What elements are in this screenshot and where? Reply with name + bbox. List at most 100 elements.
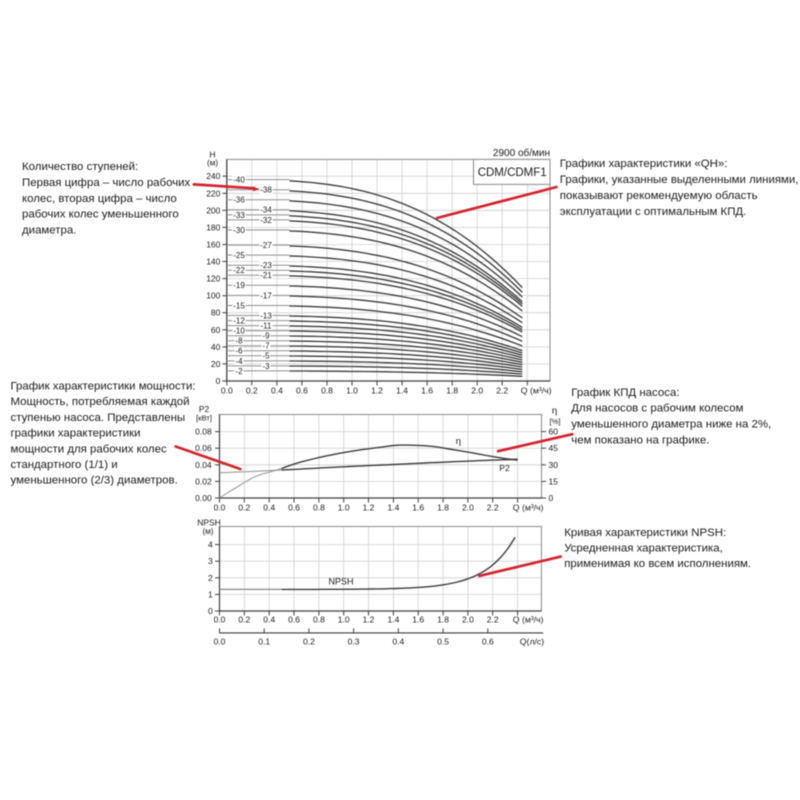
- svg-text:100: 100: [206, 291, 220, 301]
- svg-text:1.8: 1.8: [437, 503, 449, 513]
- svg-text:0.6: 0.6: [482, 637, 494, 647]
- svg-text:0.6: 0.6: [288, 503, 300, 513]
- svg-text:-4: -4: [235, 357, 243, 366]
- svg-text:0.8: 0.8: [321, 385, 333, 395]
- svg-text:0.6: 0.6: [296, 385, 308, 395]
- svg-text:80: 80: [211, 308, 221, 318]
- svg-text:2.0: 2.0: [462, 614, 474, 624]
- svg-text:0: 0: [216, 376, 221, 386]
- svg-text:1: 1: [208, 589, 213, 599]
- svg-text:0.08: 0.08: [195, 427, 212, 437]
- svg-text:Графики характеристики «QH»:: Графики характеристики «QH»:: [560, 158, 728, 170]
- svg-text:0.8: 0.8: [313, 503, 325, 513]
- svg-text:0.2: 0.2: [246, 385, 258, 395]
- svg-text:-38: -38: [260, 186, 272, 195]
- svg-text:0.4: 0.4: [392, 637, 404, 647]
- svg-text:1.0: 1.0: [338, 503, 350, 513]
- svg-text:-8: -8: [235, 337, 243, 346]
- svg-text:4: 4: [208, 540, 213, 550]
- svg-text:30: 30: [549, 460, 559, 470]
- svg-text:-21: -21: [260, 271, 272, 280]
- svg-text:Мощность, потребляемая каждой: Мощность, потребляемая каждой: [11, 396, 190, 408]
- svg-text:колес, вторая цифра – число: колес, вторая цифра – число: [22, 193, 177, 205]
- svg-text:График характеристики мощности: График характеристики мощности:: [11, 381, 196, 393]
- svg-text:-13: -13: [260, 311, 272, 320]
- svg-text:-34: -34: [260, 206, 272, 215]
- svg-text:120: 120: [206, 274, 220, 284]
- svg-text:1.0: 1.0: [338, 614, 350, 624]
- svg-text:-5: -5: [262, 352, 270, 361]
- svg-text:0.6: 0.6: [288, 614, 300, 624]
- svg-text:-23: -23: [260, 261, 272, 270]
- svg-text:0.04: 0.04: [195, 460, 212, 470]
- svg-text:применимая ко всем исполнениям: применимая ко всем исполнениям.: [564, 558, 751, 570]
- svg-text:2.2: 2.2: [487, 503, 499, 513]
- svg-text:-6: -6: [235, 347, 243, 356]
- svg-text:-30: -30: [233, 226, 245, 235]
- svg-text:-2: -2: [235, 367, 243, 376]
- svg-text:0.3: 0.3: [348, 637, 360, 647]
- svg-text:0.0: 0.0: [221, 385, 233, 395]
- svg-text:чем показано на графике.: чем показано на графике.: [571, 434, 709, 446]
- svg-text:(м): (м): [207, 158, 218, 167]
- svg-text:0.4: 0.4: [263, 503, 275, 513]
- svg-text:0: 0: [208, 606, 213, 616]
- svg-text:-40: -40: [233, 176, 245, 185]
- svg-text:2.0: 2.0: [462, 503, 474, 513]
- svg-text:0.0: 0.0: [214, 503, 226, 513]
- svg-text:-3: -3: [262, 362, 270, 371]
- svg-text:0.1: 0.1: [258, 637, 270, 647]
- svg-text:2.2: 2.2: [487, 614, 499, 624]
- svg-text:2.0: 2.0: [471, 385, 483, 395]
- svg-text:0.00: 0.00: [195, 493, 212, 503]
- svg-text:3: 3: [208, 556, 213, 566]
- svg-text:60: 60: [211, 325, 221, 335]
- svg-text:40: 40: [211, 342, 221, 352]
- svg-text:ступенью насоса. Представлены: ступенью насоса. Представлены: [11, 412, 186, 424]
- svg-text:1.4: 1.4: [387, 614, 399, 624]
- svg-text:Q (м³/ч): Q (м³/ч): [521, 385, 552, 395]
- svg-text:0.06: 0.06: [195, 443, 212, 453]
- svg-text:60: 60: [549, 427, 559, 437]
- svg-text:1.2: 1.2: [363, 503, 375, 513]
- svg-text:1.4: 1.4: [396, 385, 408, 395]
- svg-text:1.8: 1.8: [437, 614, 449, 624]
- svg-text:140: 140: [206, 257, 220, 267]
- svg-text:0.0: 0.0: [214, 614, 226, 624]
- svg-text:0.2: 0.2: [238, 614, 250, 624]
- svg-text:-11: -11: [261, 322, 273, 331]
- svg-text:1.6: 1.6: [412, 503, 424, 513]
- svg-text:1.8: 1.8: [446, 385, 458, 395]
- svg-text:Количество ступеней:: Количество ступеней:: [22, 161, 138, 173]
- svg-text:эксплуатации с оптимальным КПД: эксплуатации с оптимальным КПД.: [560, 206, 747, 218]
- svg-text:-19: -19: [233, 281, 245, 290]
- svg-text:0.5: 0.5: [437, 637, 449, 647]
- svg-text:1.6: 1.6: [412, 614, 424, 624]
- svg-text:Q(л/с): Q(л/с): [520, 637, 544, 647]
- svg-text:Q (м³/ч): Q (м³/ч): [513, 614, 544, 624]
- svg-text:15: 15: [549, 476, 559, 486]
- svg-text:Q (м³/ч): Q (м³/ч): [513, 503, 544, 513]
- svg-text:180: 180: [206, 222, 220, 232]
- svg-text:0.0: 0.0: [214, 637, 226, 647]
- svg-text:20: 20: [211, 359, 221, 369]
- svg-text:-33: -33: [233, 211, 245, 220]
- svg-text:-10: -10: [233, 327, 245, 336]
- svg-text:уменьшенного диаметра ниже на: уменьшенного диаметра ниже на 2%,: [571, 419, 771, 431]
- svg-text:показывают рекомендуемую облас: показывают рекомендуемую область: [560, 190, 758, 202]
- svg-text:0.2: 0.2: [303, 637, 315, 647]
- svg-text:2.2: 2.2: [496, 385, 508, 395]
- svg-text:0.2: 0.2: [238, 503, 250, 513]
- svg-text:P2: P2: [499, 463, 510, 473]
- svg-text:Усредненная характеристика,: Усредненная характеристика,: [564, 542, 723, 554]
- svg-text:(м): (м): [202, 527, 213, 536]
- svg-text:0: 0: [549, 493, 554, 503]
- svg-text:-9: -9: [262, 332, 270, 341]
- svg-text:1.4: 1.4: [387, 503, 399, 513]
- svg-text:η: η: [456, 435, 461, 446]
- svg-text:-12: -12: [233, 317, 245, 326]
- svg-text:-17: -17: [260, 291, 272, 300]
- svg-text:-36: -36: [233, 196, 245, 205]
- svg-text:P2: P2: [199, 404, 210, 414]
- svg-text:200: 200: [206, 205, 220, 215]
